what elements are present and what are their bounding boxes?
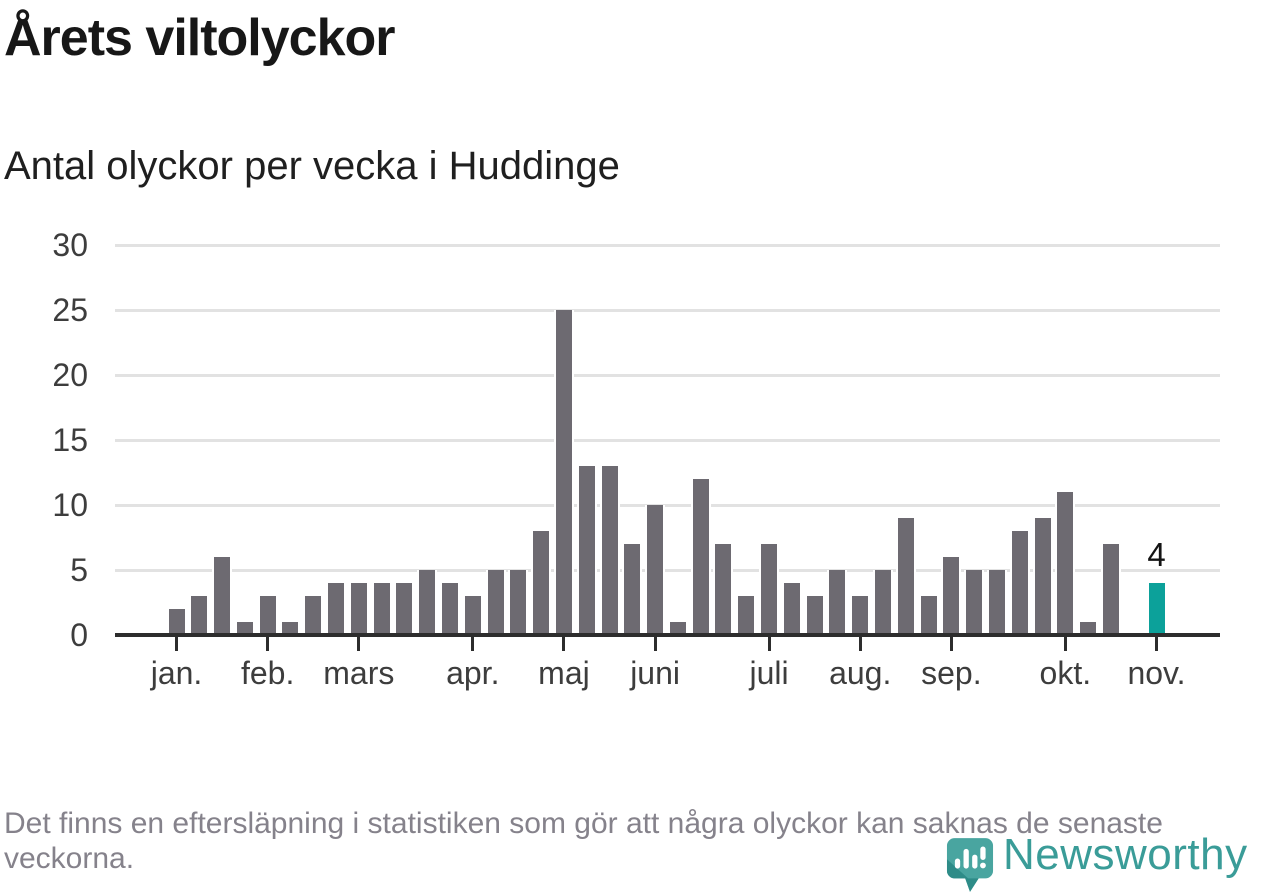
bar-week-16 [508,570,529,635]
bar-week-10 [371,583,392,635]
bar-week-14 [462,596,483,635]
x-axis-tick-maj [562,637,566,651]
bar-week-26 [736,596,757,635]
bar-week-19 [576,466,597,635]
bar-week-44-highlight [1146,583,1167,635]
bar-week-21 [622,544,643,635]
newsworthy-pin-barchart-icon [946,838,994,892]
bar-week-25 [713,544,734,635]
bar-week-33 [895,518,916,635]
bar-week-24 [690,479,711,635]
bar-week-37 [986,570,1007,635]
bar-week-2 [189,596,210,635]
gridline-y-30 [115,243,1220,247]
x-axis-month-label: juli [749,655,789,691]
gridline-y-20 [115,373,1220,377]
gridline-y-10 [115,503,1220,507]
x-axis-tick-sep [949,637,953,651]
x-axis-month-label: apr. [446,655,500,691]
bar-week-3 [212,557,233,635]
bar-week-7 [303,596,324,635]
x-axis-tick-juni [653,637,657,651]
bar-week-8 [326,583,347,635]
x-axis-tick-juli [767,637,771,651]
page-title: Årets viltolyckor [4,9,395,67]
bar-week-29 [804,596,825,635]
bar-week-22 [645,505,666,635]
x-axis-month-label: jan. [150,655,203,691]
y-axis-tick-label: 10 [52,487,88,523]
x-axis-month-label: mars [323,655,395,691]
x-axis-tick-nov [1155,637,1158,651]
x-axis-month-label: okt. [1039,655,1092,691]
x-axis-tick-mars [357,637,361,651]
x-axis-tick-aug [858,637,862,651]
y-axis-tick-label: 30 [52,227,88,263]
chart-subtitle: Antal olyckor per vecka i Huddinge [4,144,620,188]
y-axis-tick-label: 0 [70,617,88,653]
bar-week-40 [1055,492,1076,635]
x-axis-tick-feb [266,637,270,651]
bar-week-34 [918,596,939,635]
bar-week-9 [348,583,369,635]
gridline-y-15 [115,438,1220,442]
bar-week-36 [964,570,985,635]
y-axis-tick-label: 25 [52,292,88,328]
x-axis-line [115,633,1220,637]
x-axis-month-label: maj [538,655,590,691]
x-axis-month-label: feb. [240,655,295,691]
bar-week-32 [873,570,893,635]
bar-week-27 [759,544,780,635]
bar-week-1 [166,609,187,635]
highlighted-bar-value-label: 4 [1147,536,1166,573]
bar-week-41 [1078,622,1099,635]
y-axis-tick-label: 15 [52,422,88,458]
bar-week-35 [941,557,962,635]
bar-week-17 [531,531,552,635]
gridline-y-5 [115,568,1220,572]
bar-week-15 [485,570,506,635]
bar-week-39 [1032,518,1053,635]
y-axis-tick-label: 20 [52,357,88,393]
newsworthy-logo: Newsworthy [946,833,1248,892]
bar-week-31 [850,596,871,635]
x-axis-month-label: juni [630,655,680,691]
bar-week-42 [1100,544,1121,635]
x-axis-tick-okt [1063,637,1067,651]
bar-week-12 [417,570,438,635]
bar-week-38 [1009,531,1030,635]
gridline-y-25 [115,308,1220,312]
logo-wordmark: Newsworthy [1003,830,1248,879]
bar-week-11 [394,583,415,635]
bar-week-4 [234,622,255,635]
x-axis-tick-jan [175,637,178,651]
bar-week-20 [599,466,620,635]
x-axis-tick-apr [471,637,475,651]
bar-week-30 [827,570,848,635]
x-axis-month-label: sep. [921,655,982,691]
bar-week-13 [439,583,460,635]
bar-week-28 [781,583,802,635]
x-axis-month-label: nov. [1127,655,1186,691]
bar-week-6 [280,622,301,635]
bar-week-5 [257,596,278,635]
bar-week-23 [667,622,688,635]
y-axis-tick-label: 5 [70,552,88,588]
bar-week-18 [553,310,574,635]
footer-note: Det finns en eftersläpning i statistiken… [4,807,1163,875]
x-axis-month-label: aug. [829,655,892,691]
